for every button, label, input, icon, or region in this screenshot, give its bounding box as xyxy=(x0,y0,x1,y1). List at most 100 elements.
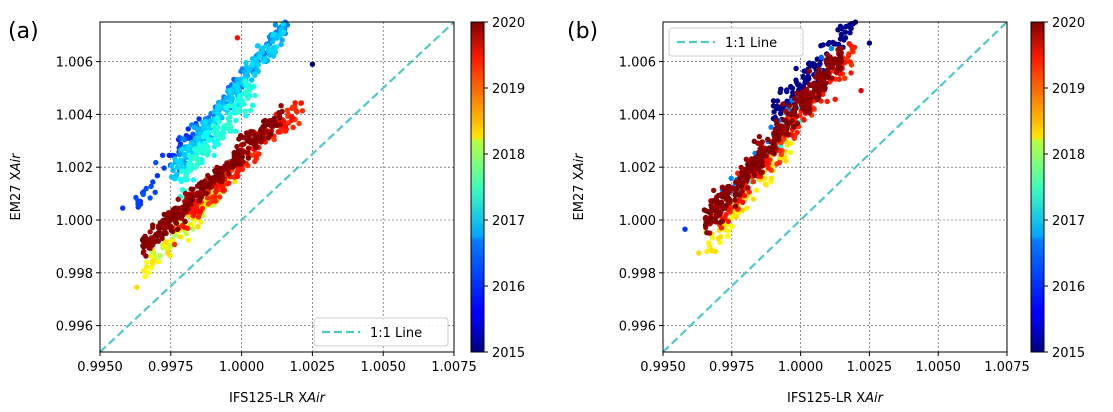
data-point xyxy=(717,210,723,217)
data-point xyxy=(718,225,725,231)
data-point xyxy=(154,237,161,244)
data-point xyxy=(735,184,741,190)
data-point xyxy=(846,41,852,47)
data-point xyxy=(220,183,226,190)
data-point xyxy=(233,117,239,124)
data-point xyxy=(191,155,197,161)
data-point xyxy=(164,215,171,221)
data-point xyxy=(245,149,251,156)
data-point xyxy=(172,176,178,182)
data-point xyxy=(252,92,258,99)
data-point xyxy=(246,87,252,94)
data-point xyxy=(800,105,806,112)
data-point xyxy=(205,129,211,136)
data-point xyxy=(278,41,284,48)
data-point xyxy=(836,76,842,83)
data-point xyxy=(220,99,226,105)
data-point xyxy=(234,82,240,89)
data-point xyxy=(738,170,745,176)
data-point xyxy=(188,198,194,205)
legend-box xyxy=(313,317,449,347)
data-point xyxy=(799,98,805,104)
data-point xyxy=(189,221,195,228)
data-point xyxy=(746,189,752,195)
x-tick-label: 1.0075 xyxy=(984,360,1030,375)
legend: 1:1 Line xyxy=(668,27,804,57)
data-point xyxy=(729,223,735,229)
data-point xyxy=(203,190,209,197)
data-point xyxy=(765,165,771,171)
data-point xyxy=(806,106,813,112)
colorbar-tick-label: 2016 xyxy=(492,280,525,295)
data-point xyxy=(204,195,211,201)
data-point xyxy=(826,39,833,46)
data-point xyxy=(211,152,217,159)
data-point xyxy=(858,87,864,94)
data-point xyxy=(292,100,298,106)
data-point xyxy=(706,209,712,215)
data-point xyxy=(723,211,729,218)
data-point xyxy=(178,160,185,167)
data-point xyxy=(783,158,789,164)
data-point xyxy=(800,73,806,80)
data-point xyxy=(238,100,244,106)
data-point xyxy=(200,134,207,140)
data-point xyxy=(807,82,813,89)
data-point xyxy=(171,241,178,248)
colorbar: 2015 2016 2017 2018 2019 2020 xyxy=(470,16,525,361)
data-point xyxy=(197,208,204,215)
data-point xyxy=(765,136,771,142)
data-point xyxy=(212,193,218,200)
data-point xyxy=(196,198,203,204)
data-point xyxy=(243,130,250,136)
data-point xyxy=(235,106,242,112)
data-point xyxy=(851,44,858,50)
data-point xyxy=(281,118,287,125)
data-point xyxy=(818,54,824,60)
data-point xyxy=(768,175,774,181)
data-point xyxy=(784,119,790,125)
data-point xyxy=(823,57,830,63)
panel-label: (a) xyxy=(8,19,39,44)
data-point xyxy=(206,137,212,143)
y-tick-label: 0.998 xyxy=(56,267,93,282)
data-point xyxy=(174,226,181,232)
data-point xyxy=(309,61,316,67)
data-point xyxy=(245,95,251,101)
colorbar-tick-label: 2020 xyxy=(492,16,525,31)
data-point xyxy=(243,60,249,66)
data-point xyxy=(268,118,275,124)
data-point xyxy=(189,140,195,146)
data-point xyxy=(786,103,792,109)
x-tick-label: 0.9975 xyxy=(148,360,194,375)
data-point xyxy=(793,77,799,83)
data-point xyxy=(157,252,163,259)
data-point xyxy=(190,226,196,232)
data-point xyxy=(275,129,281,135)
data-point xyxy=(771,109,777,115)
data-point xyxy=(190,131,196,137)
data-point xyxy=(196,116,202,122)
data-point xyxy=(717,219,724,226)
legend: 1:1 Line xyxy=(313,317,449,347)
y-tick-label: 1.004 xyxy=(619,108,656,123)
data-point xyxy=(220,130,227,136)
colorbar-tick-label: 2020 xyxy=(1052,16,1085,31)
data-point xyxy=(777,89,783,96)
data-point xyxy=(220,135,226,141)
data-point xyxy=(165,250,171,256)
data-point xyxy=(142,273,148,280)
data-point xyxy=(250,137,257,144)
data-point xyxy=(733,214,739,220)
colorbar-gradient xyxy=(1030,21,1045,353)
data-point xyxy=(702,222,709,228)
data-point xyxy=(725,184,731,190)
y-tick-label: 1.000 xyxy=(619,214,656,229)
data-point xyxy=(176,151,183,158)
data-point xyxy=(179,187,186,193)
data-point xyxy=(759,161,765,167)
data-point xyxy=(296,120,302,127)
data-point xyxy=(198,179,205,186)
data-point xyxy=(288,114,295,120)
data-point xyxy=(842,75,848,82)
